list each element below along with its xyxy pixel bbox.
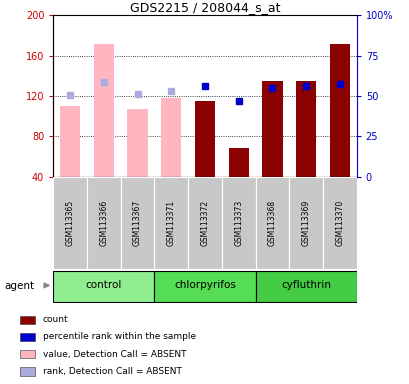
Bar (161, 98, 181, 177)
Bar (127, 109, 147, 177)
Text: value, Detection Call = ABSENT: value, Detection Call = ABSENT (43, 350, 186, 359)
Bar (53, 271, 154, 302)
Text: cyfluthrin: cyfluthrin (281, 280, 330, 290)
Bar (87, 177, 120, 269)
Bar (289, 177, 322, 269)
Bar (255, 177, 289, 269)
Text: GSM113370: GSM113370 (335, 200, 344, 246)
Text: rank, Detection Call = ABSENT: rank, Detection Call = ABSENT (43, 367, 181, 376)
Text: GSM113368: GSM113368 (267, 200, 276, 246)
Bar (154, 271, 255, 302)
Text: GSM113372: GSM113372 (200, 200, 209, 246)
Text: count: count (43, 315, 68, 324)
Text: GSM113373: GSM113373 (234, 200, 243, 246)
Text: GSM113371: GSM113371 (166, 200, 175, 246)
Title: GDS2215 / 208044_s_at: GDS2215 / 208044_s_at (129, 1, 280, 14)
Bar (53, 177, 87, 269)
Text: percentile rank within the sample: percentile rank within the sample (43, 333, 196, 341)
Bar (20, 316, 35, 324)
Bar (60, 106, 80, 177)
Bar (188, 177, 221, 269)
Bar (20, 350, 35, 358)
Bar (255, 271, 356, 302)
Bar (262, 81, 282, 177)
Bar (20, 367, 35, 376)
Bar (94, 44, 114, 177)
Text: GSM113367: GSM113367 (133, 200, 142, 246)
Text: chlorpyrifos: chlorpyrifos (174, 280, 235, 290)
Bar (295, 81, 315, 177)
Bar (154, 177, 188, 269)
Bar (194, 101, 215, 177)
Bar (322, 177, 356, 269)
Bar (221, 177, 255, 269)
Text: control: control (85, 280, 122, 290)
Text: GSM113369: GSM113369 (301, 200, 310, 246)
Bar (20, 333, 35, 341)
Text: GSM113366: GSM113366 (99, 200, 108, 246)
Text: agent: agent (4, 281, 34, 291)
Bar (228, 149, 248, 177)
Text: GSM113365: GSM113365 (65, 200, 74, 246)
Bar (329, 44, 349, 177)
Bar (120, 177, 154, 269)
